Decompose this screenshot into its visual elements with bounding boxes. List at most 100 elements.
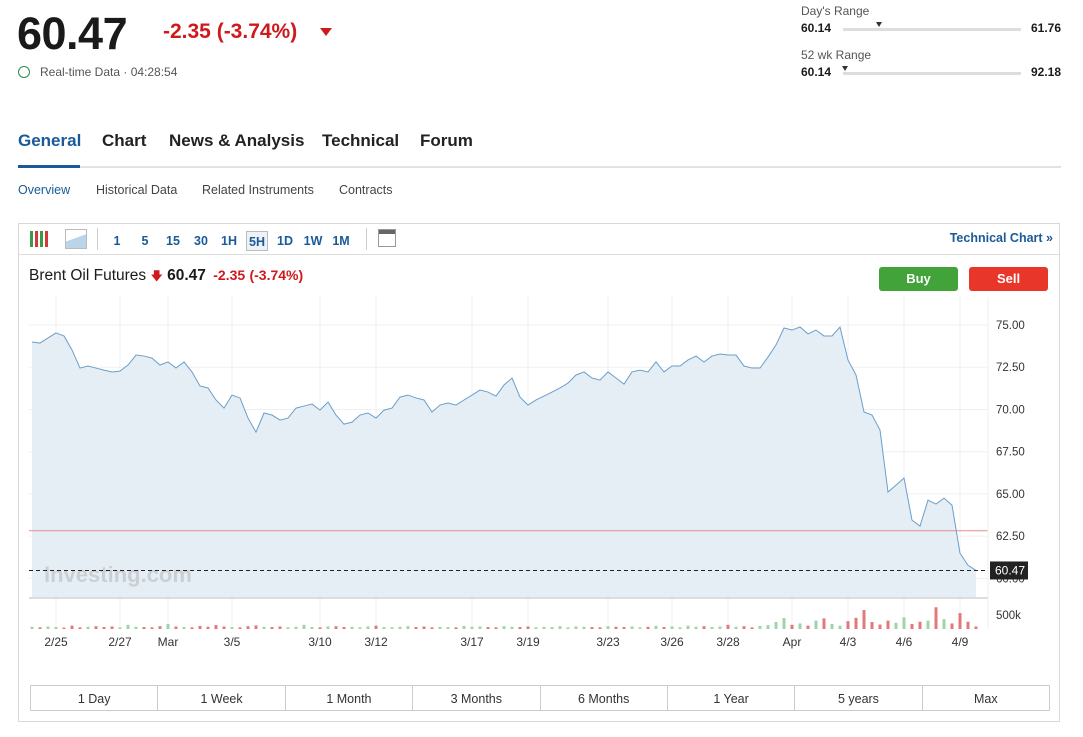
period-button[interactable]: 1 Day (30, 685, 159, 711)
volume-bar (374, 625, 378, 629)
instrument-title: Brent Oil Futures 🡇 60.47 -2.35 (-3.74%) (29, 267, 303, 288)
x-tick-label: 2/27 (108, 635, 132, 649)
volume-bar (766, 625, 770, 629)
volume-bar (870, 622, 874, 629)
interval-button[interactable]: 1W (303, 234, 323, 248)
volume-bar (110, 626, 114, 629)
tab[interactable]: News & Analysis (169, 131, 305, 150)
subtab[interactable]: Historical Data (96, 183, 178, 197)
period-button[interactable]: 3 Months (412, 685, 541, 711)
volume-bar (326, 626, 330, 629)
volume-bar (614, 626, 618, 629)
volume-bar (86, 626, 90, 629)
period-button[interactable]: Max (921, 685, 1050, 711)
tab[interactable]: Chart (102, 131, 147, 150)
volume-bar (582, 626, 586, 629)
volume-bar (94, 626, 98, 629)
volume-bar (534, 627, 538, 629)
volume-bar (158, 626, 162, 629)
clock-icon (18, 66, 30, 78)
interval-button[interactable]: 30 (194, 234, 208, 248)
period-button[interactable]: 6 Months (539, 685, 668, 711)
volume-bar (542, 626, 546, 629)
tab[interactable]: Technical (322, 131, 400, 150)
instrument-percent: (-3.74%) (249, 267, 304, 283)
volume-bar (742, 626, 746, 629)
tab[interactable]: General (18, 131, 82, 150)
volume-bar (382, 627, 386, 629)
subtab[interactable]: Related Instruments (202, 183, 314, 197)
instrument-name: Brent Oil Futures (29, 267, 147, 284)
realtime-label: Real-time Data · 04:28:54 (40, 65, 178, 79)
price-change: -2.35 (-3.74%) (163, 20, 298, 43)
volume-bar (638, 627, 642, 629)
interval-button[interactable]: 1 (113, 234, 121, 248)
volume-bar (494, 627, 498, 629)
volume-tick-label: 500k (996, 610, 1021, 622)
volume-bar (838, 625, 842, 629)
interval-button[interactable]: 5 (141, 234, 149, 248)
period-button[interactable]: 1 Year (666, 685, 796, 711)
volume-bar (686, 625, 690, 629)
instrument-change: -2.35 (213, 267, 246, 283)
technical-chart-link[interactable]: Technical Chart » (949, 231, 1053, 245)
tab-rule (18, 166, 1061, 168)
volume-bar (718, 626, 722, 629)
interval-button[interactable]: 5H (246, 231, 268, 251)
volume-bar (926, 620, 930, 629)
period-button[interactable]: 1 Week (157, 685, 286, 711)
volume-bar (30, 626, 34, 629)
volume-bar (478, 626, 482, 629)
volume-bar (894, 622, 898, 629)
volume-bar (622, 627, 626, 629)
down-icon: 🡇 (150, 269, 163, 283)
volume-bar (710, 627, 714, 629)
subtab[interactable]: Contracts (339, 183, 393, 197)
interval-button[interactable]: 1H (221, 234, 237, 248)
volume-bar (174, 626, 178, 629)
volume-bar (918, 621, 922, 629)
toolbar-rule (19, 254, 1059, 255)
volume-bar (254, 625, 258, 629)
interval-button[interactable]: 1M (332, 234, 350, 248)
x-tick-label: 3/5 (224, 635, 241, 649)
volume-bar (414, 627, 418, 629)
volume-bar (854, 617, 858, 629)
volume-bar (510, 626, 514, 629)
volume-bar (446, 627, 450, 629)
volume-bar (630, 626, 634, 629)
current-label: 60.47 (995, 563, 1025, 577)
y-tick-label: 65.00 (996, 489, 1025, 501)
price-line (31, 325, 977, 571)
period-button[interactable]: 1 Month (284, 685, 414, 711)
down-arrow (320, 28, 332, 36)
buy-button[interactable]: Buy (879, 267, 958, 291)
volume-bar (54, 627, 58, 629)
volume-bar (134, 626, 138, 629)
area-icon[interactable] (65, 229, 87, 249)
volume-bar (910, 623, 914, 629)
volume-bar (934, 607, 938, 629)
x-tick-label: 4/6 (896, 635, 913, 649)
interval-button[interactable]: 15 (166, 234, 180, 248)
range-low: 60.14 (801, 65, 832, 79)
candle-icon[interactable] (30, 231, 48, 247)
volume-bar (598, 627, 602, 629)
volume-bar (230, 627, 234, 629)
volume-bar (430, 627, 434, 629)
tab[interactable]: Forum (420, 131, 473, 150)
layout-icon[interactable] (378, 229, 396, 247)
sell-button[interactable]: Sell (969, 267, 1048, 291)
volume-bar (198, 625, 202, 629)
subtab[interactable]: Overview (18, 183, 71, 197)
period-button[interactable]: 5 years (794, 685, 923, 711)
interval-button[interactable]: 1D (277, 234, 293, 248)
y-tick-label: 67.50 (996, 447, 1025, 459)
x-tick-label: 4/3 (840, 635, 857, 649)
volume-bar (846, 621, 850, 629)
y-tick-label: 70.00 (996, 404, 1025, 416)
volume-bar (526, 626, 530, 629)
volume-bar (958, 613, 962, 629)
volume-bar (662, 627, 666, 629)
range-high: 92.18 (1030, 65, 1061, 79)
